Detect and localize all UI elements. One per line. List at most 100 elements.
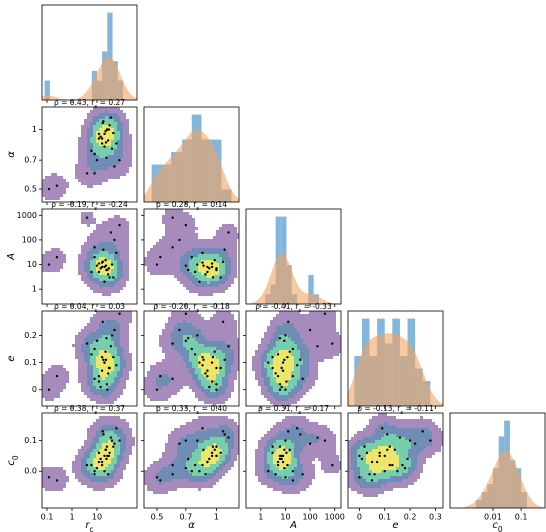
contour-cell bbox=[165, 356, 168, 359]
contour-cell bbox=[198, 392, 201, 395]
contour-cell bbox=[201, 482, 204, 485]
contour-cell bbox=[174, 362, 177, 365]
contour-cell bbox=[120, 329, 123, 332]
contour-cell bbox=[330, 335, 333, 338]
contour-cell bbox=[300, 374, 303, 377]
contour-cell bbox=[105, 293, 108, 296]
contour-cell bbox=[219, 401, 222, 404]
contour-cell bbox=[150, 374, 153, 377]
contour-cell bbox=[87, 476, 90, 479]
contour-cell bbox=[93, 428, 96, 431]
contour-cell bbox=[183, 446, 186, 449]
contour-cell bbox=[171, 224, 174, 227]
contour-cell bbox=[186, 320, 189, 323]
contour-cell bbox=[108, 458, 111, 461]
contour-cell bbox=[99, 332, 102, 335]
contour-cell bbox=[201, 272, 204, 275]
contour-cell bbox=[225, 443, 228, 446]
contour-cell bbox=[174, 443, 177, 446]
contour-cell bbox=[90, 398, 93, 401]
scatter-point bbox=[215, 388, 218, 391]
contour-cell bbox=[267, 374, 270, 377]
contour-cell bbox=[231, 380, 234, 383]
contour-cell bbox=[297, 392, 300, 395]
contour-cell bbox=[147, 485, 150, 488]
contour-cell bbox=[183, 353, 186, 356]
contour-cell bbox=[213, 437, 216, 440]
contour-cell bbox=[219, 311, 222, 314]
contour-cell bbox=[198, 245, 201, 248]
contour-cell bbox=[87, 368, 90, 371]
contour-cell bbox=[180, 374, 183, 377]
scatter-point bbox=[97, 380, 101, 383]
contour-cell bbox=[228, 329, 231, 332]
hist-bar bbox=[107, 12, 113, 101]
contour-cell bbox=[96, 443, 99, 446]
contour-cell bbox=[114, 395, 117, 398]
contour-cell bbox=[180, 461, 183, 464]
contour-cell bbox=[153, 389, 156, 392]
contour-cell bbox=[198, 461, 201, 464]
contour-cell bbox=[150, 254, 153, 257]
scatter-point bbox=[276, 374, 280, 378]
contour-cell bbox=[183, 266, 186, 269]
contour-cell bbox=[102, 143, 105, 146]
contour-cell bbox=[309, 350, 312, 353]
contour-cell bbox=[114, 392, 117, 395]
contour-cell bbox=[324, 338, 327, 341]
contour-cell bbox=[180, 242, 183, 245]
contour-cell bbox=[231, 365, 234, 368]
scatter-point bbox=[201, 251, 204, 254]
contour-cell bbox=[330, 356, 333, 359]
contour-cell bbox=[102, 488, 105, 491]
contour-cell bbox=[282, 356, 285, 359]
contour-cell bbox=[99, 383, 102, 386]
contour-cell bbox=[99, 224, 102, 227]
contour-cell bbox=[330, 326, 333, 329]
contour-cell bbox=[231, 356, 234, 359]
contour-cell bbox=[120, 161, 123, 164]
contour-cell bbox=[111, 326, 114, 329]
contour-cell bbox=[228, 248, 231, 251]
contour-cell bbox=[111, 425, 114, 428]
scatter-point bbox=[184, 264, 188, 267]
contour-cell bbox=[195, 425, 198, 428]
contour-cell bbox=[150, 479, 153, 482]
contour-cell bbox=[78, 359, 81, 362]
contour-cell bbox=[309, 311, 312, 314]
contour-cell bbox=[99, 476, 102, 479]
contour-cell bbox=[90, 452, 93, 455]
contour-cell bbox=[213, 338, 216, 341]
contour-cell bbox=[114, 446, 117, 449]
contour-cell bbox=[117, 311, 120, 314]
contour-cell bbox=[168, 227, 171, 230]
contour-cell bbox=[189, 368, 192, 371]
contour-cell bbox=[171, 470, 174, 473]
scatter-point bbox=[204, 473, 207, 476]
contour-cell bbox=[231, 461, 234, 464]
contour-cell bbox=[168, 374, 171, 377]
contour-cell bbox=[324, 323, 327, 326]
contour-cell bbox=[183, 485, 186, 488]
contour-cell bbox=[111, 479, 114, 482]
contour-cell bbox=[96, 278, 99, 281]
contour-cell bbox=[303, 341, 306, 344]
contour-cell bbox=[195, 461, 198, 464]
contour-cell bbox=[108, 161, 111, 164]
contour-cell bbox=[120, 425, 123, 428]
contour-cell bbox=[261, 362, 264, 365]
contour-cell bbox=[99, 317, 102, 320]
contour-cell bbox=[84, 221, 87, 224]
contour-cell bbox=[180, 470, 183, 473]
contour-cell bbox=[60, 251, 63, 254]
scatter-point bbox=[105, 268, 108, 272]
contour-cell bbox=[330, 329, 333, 332]
contour-cell bbox=[177, 353, 180, 356]
contour-cell bbox=[219, 356, 222, 359]
contour-cell bbox=[315, 368, 318, 371]
contour-cell bbox=[219, 233, 222, 236]
contour-cell bbox=[276, 347, 279, 350]
contour-cell bbox=[108, 374, 111, 377]
scatter-point bbox=[97, 270, 101, 274]
contour-cell bbox=[45, 476, 48, 479]
